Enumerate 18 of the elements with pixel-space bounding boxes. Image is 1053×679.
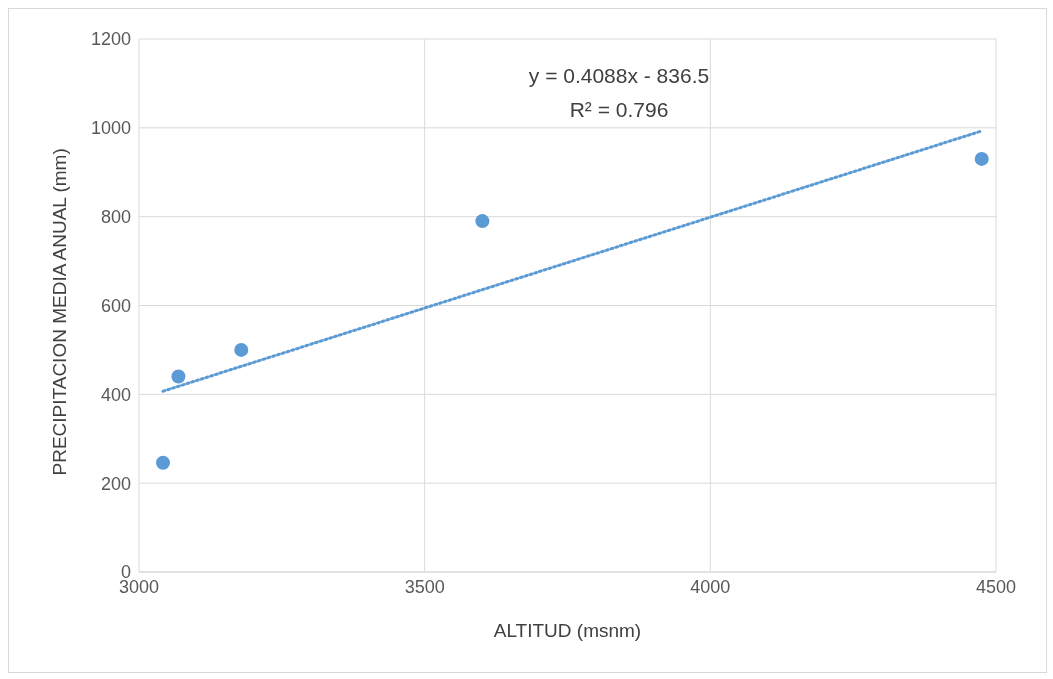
point bbox=[156, 455, 170, 470]
y-tick-label: 400 bbox=[100, 384, 131, 405]
annotation: R² = 0.796 bbox=[568, 98, 670, 122]
point bbox=[974, 151, 989, 166]
y-tick-label: 600 bbox=[100, 295, 131, 316]
y-tick-label: 800 bbox=[100, 207, 131, 228]
x-axis-title: ALTITUD (msnm) bbox=[493, 620, 642, 641]
point bbox=[171, 369, 186, 384]
y-tick-label: 1200 bbox=[90, 29, 131, 50]
annotation: y = 0.4088x - 836.5 bbox=[527, 64, 711, 88]
x-tick-label: 4500 bbox=[975, 576, 1017, 597]
y-tick-label: 200 bbox=[100, 473, 131, 494]
y-tick-label: 1000 bbox=[90, 118, 131, 139]
x-tick-label: 4000 bbox=[690, 576, 731, 597]
x-tick-label: 3500 bbox=[404, 576, 445, 597]
point bbox=[475, 214, 490, 229]
point bbox=[234, 342, 249, 357]
y-axis-title: PRECIPITACION MEDIA ANUAL (mm) bbox=[48, 148, 70, 476]
